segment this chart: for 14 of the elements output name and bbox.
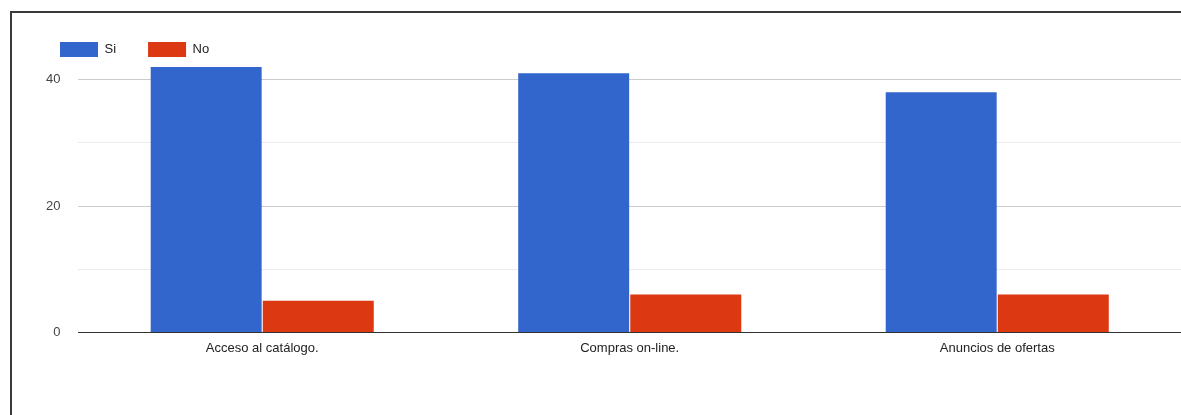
bar <box>885 92 997 332</box>
bar <box>630 294 742 332</box>
x-tick-label: Compras on-line. <box>580 339 680 355</box>
bar <box>262 300 374 332</box>
legend-label: No <box>192 41 210 57</box>
x-tick-label: Anuncios de ofertas <box>939 339 1056 355</box>
bar <box>518 73 630 332</box>
legend-label: Si <box>104 41 117 57</box>
y-tick-label: 0 <box>53 323 61 339</box>
y-tick-label: 20 <box>45 197 61 213</box>
y-tick-label: 40 <box>45 71 61 87</box>
bar <box>997 294 1109 332</box>
x-tick-label: Acceso al catálogo. <box>205 339 319 355</box>
bar <box>150 67 262 332</box>
